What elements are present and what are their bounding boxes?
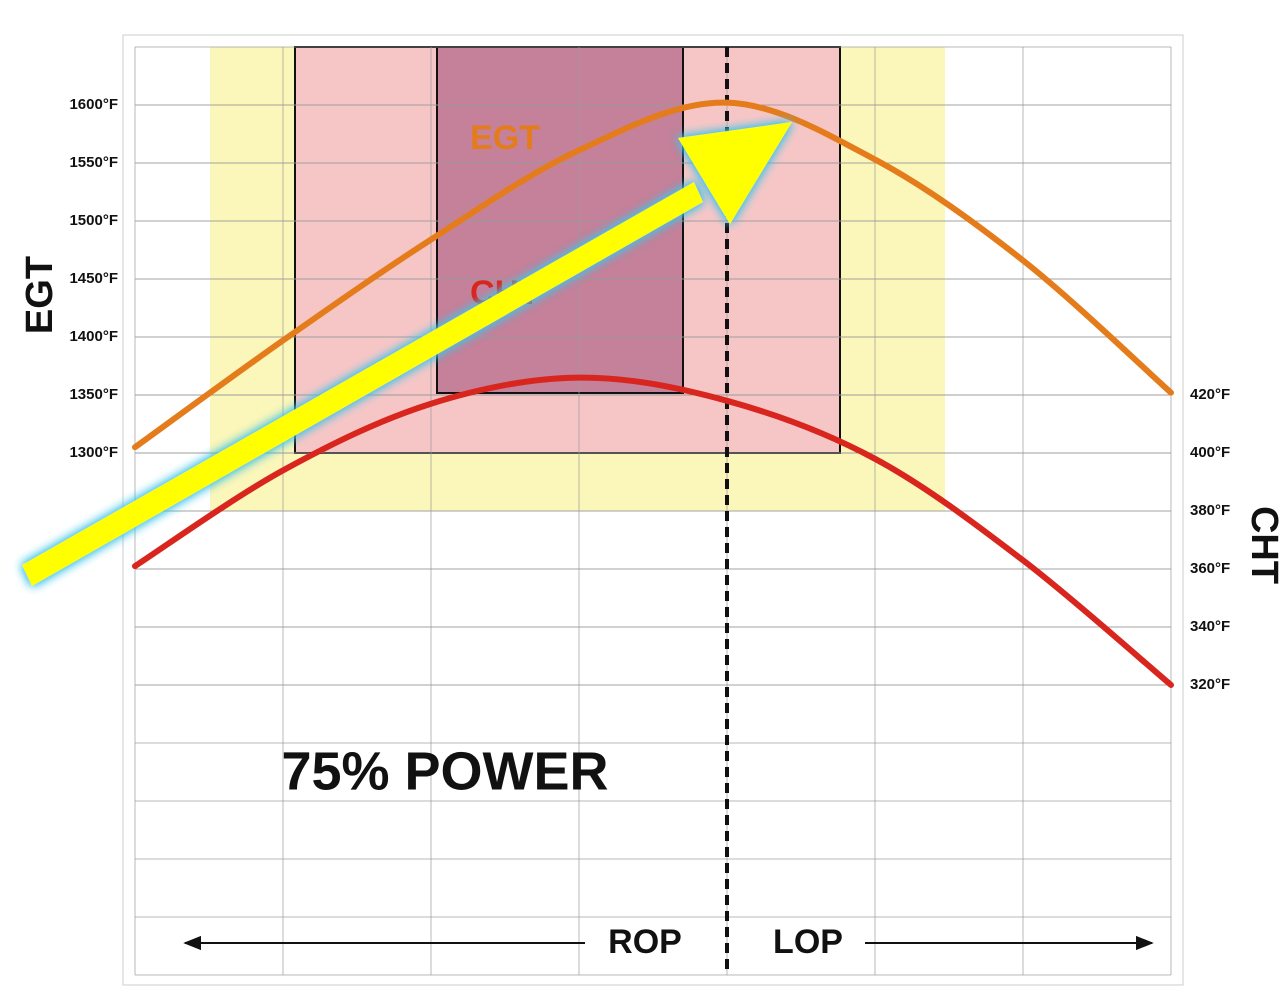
y2-tick-label: 320°F bbox=[1190, 676, 1230, 693]
y2-axis-title: CHT bbox=[1243, 506, 1280, 584]
series-label: EGT bbox=[470, 119, 540, 157]
y-tick-label: 1400°F bbox=[69, 328, 118, 345]
y2-tick-label: 360°F bbox=[1190, 560, 1230, 577]
annotation: LOP bbox=[773, 923, 843, 961]
curves bbox=[132, 99, 1174, 688]
series-line bbox=[132, 99, 1174, 451]
y2-tick-label: 380°F bbox=[1190, 502, 1230, 519]
chart-title: 75% POWER bbox=[281, 741, 608, 801]
y-tick-label: 1450°F bbox=[69, 270, 118, 287]
arrow-shaft bbox=[22, 182, 703, 586]
y-tick-label: 1500°F bbox=[69, 212, 118, 229]
y-tick-label: 1300°F bbox=[69, 444, 118, 461]
y2-tick-label: 420°F bbox=[1190, 386, 1230, 403]
y-tick-label: 1550°F bbox=[69, 154, 118, 171]
series-line bbox=[132, 374, 1174, 688]
arrow bbox=[22, 122, 792, 586]
y-tick-label: 1600°F bbox=[69, 96, 118, 113]
annotation: ROP bbox=[608, 923, 682, 961]
y-axis-title: EGT bbox=[19, 256, 61, 334]
y2-tick-label: 340°F bbox=[1190, 618, 1230, 635]
y2-tick-label: 400°F bbox=[1190, 444, 1230, 461]
arrow-head bbox=[678, 122, 792, 224]
y-tick-label: 1350°F bbox=[69, 386, 118, 403]
